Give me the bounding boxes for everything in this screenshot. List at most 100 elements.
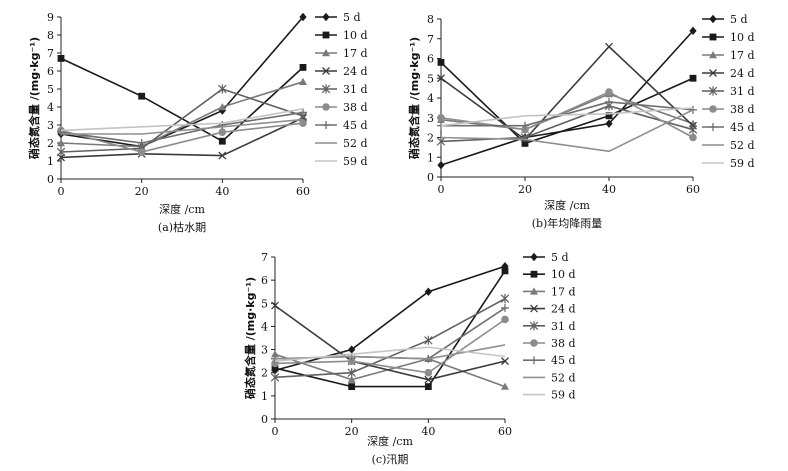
data-point	[218, 128, 227, 136]
data-point	[348, 345, 356, 354]
legend-entry: 59 d	[523, 389, 576, 402]
data-point	[299, 77, 307, 85]
data-point	[57, 55, 65, 62]
series-line	[440, 61, 694, 145]
legend-marker	[709, 123, 717, 131]
series-line	[60, 117, 304, 159]
legend-marker	[322, 103, 330, 111]
legend-entry: 45 d	[702, 121, 755, 134]
x-tick-label: 0	[272, 425, 279, 438]
data-point	[218, 121, 227, 129]
legend-entry: 59 d	[702, 157, 755, 170]
data-point	[270, 372, 280, 382]
data-point	[501, 303, 509, 312]
legend-label: 17 d	[730, 49, 755, 62]
legend-entry: 38 d	[315, 101, 368, 114]
data-point	[218, 137, 226, 145]
series-45d	[437, 97, 697, 130]
data-point	[299, 119, 307, 127]
chart-caption: (b)年均降雨量	[532, 216, 603, 230]
series-line	[60, 16, 304, 148]
data-point	[689, 133, 697, 142]
y-tick-label: 2	[261, 367, 268, 380]
legend-marker	[322, 49, 330, 57]
legend-marker	[530, 270, 538, 278]
legend-entry: 10 d	[523, 268, 576, 281]
x-tick-label: 0	[58, 185, 65, 198]
y-tick-label: 1	[47, 155, 54, 168]
x-axis-label: 深度 /cm	[544, 198, 590, 212]
legend-label: 24 d	[343, 65, 368, 78]
legend-label: 10 d	[730, 31, 755, 44]
legend-label: 59 d	[730, 157, 755, 170]
data-point	[218, 103, 227, 111]
series-line	[274, 318, 506, 374]
chart-3: 0 1 2 3 4 5 6 7 0 20 40 60 硝态氮含量 /(mg·kg⁻¹) 深度 /cm (c)…	[243, 251, 576, 466]
y-tick-label: 3	[261, 344, 268, 357]
data-point	[688, 125, 698, 135]
legend-marker	[322, 121, 330, 129]
y-tick-label: 1	[261, 390, 268, 403]
y-tick-label: 0	[261, 413, 268, 426]
data-point	[347, 375, 356, 383]
legend-marker	[709, 105, 717, 113]
data-point	[299, 12, 307, 22]
chart-caption: (c)汛期	[372, 453, 409, 466]
series-38d	[271, 315, 509, 377]
legend-entry: 52 d	[315, 137, 368, 150]
x-tick-label: 0	[438, 183, 445, 196]
legend-label: 17 d	[551, 285, 576, 298]
data-point	[424, 335, 433, 345]
y-tick-label: 4	[47, 101, 54, 114]
series-52d	[440, 109, 694, 153]
y-tick-label: 8	[427, 13, 434, 26]
series-line	[274, 346, 506, 362]
data-point	[138, 92, 146, 100]
y-tick-label: 6	[47, 65, 54, 78]
series-line	[60, 108, 304, 132]
series-31d	[270, 294, 510, 382]
legend-entry: 45 d	[315, 119, 368, 132]
legend-label: 45 d	[551, 354, 576, 367]
y-tick-label: 2	[427, 132, 434, 145]
series-line	[441, 101, 694, 127]
data-point	[347, 368, 356, 378]
legend-entry: 17 d	[523, 285, 576, 298]
legend-marker	[530, 339, 538, 347]
legend-label: 38 d	[343, 101, 368, 114]
series-59d	[440, 107, 694, 127]
series-line	[440, 45, 694, 141]
legend-label: 52 d	[730, 139, 755, 152]
series-line	[61, 118, 304, 135]
x-tick-label: 20	[345, 425, 359, 438]
data-point	[500, 294, 510, 304]
data-point	[424, 383, 432, 390]
legend-label: 17 d	[343, 47, 368, 60]
legend-label: 52 d	[551, 371, 576, 384]
legend-entry: 38 d	[702, 103, 755, 116]
legend-label: 59 d	[343, 155, 368, 168]
y-axis-label: 硝态氮含量 /(mg·kg⁻¹)	[27, 37, 41, 159]
y-tick-label: 0	[427, 171, 434, 184]
legend-entry: 5 d	[523, 251, 569, 264]
data-point	[501, 267, 509, 275]
y-tick-label: 5	[427, 72, 434, 85]
series-59d	[274, 346, 506, 362]
series-line	[60, 111, 304, 144]
legend-label: 24 d	[551, 303, 576, 316]
y-tick-label: 2	[47, 137, 54, 150]
data-point	[437, 74, 445, 83]
y-tick-label: 7	[261, 251, 268, 264]
legend-marker	[530, 287, 538, 295]
data-point	[137, 139, 146, 147]
series-line	[60, 81, 304, 148]
series-38d	[437, 88, 697, 142]
legend-label: 5 d	[551, 251, 569, 264]
legend-label: 45 d	[343, 119, 368, 132]
legend-label: 31 d	[551, 320, 576, 333]
legend-entry: 52 d	[523, 371, 576, 384]
series-5d	[437, 26, 697, 170]
data-point	[424, 287, 432, 296]
y-tick-label: 0	[47, 173, 54, 186]
